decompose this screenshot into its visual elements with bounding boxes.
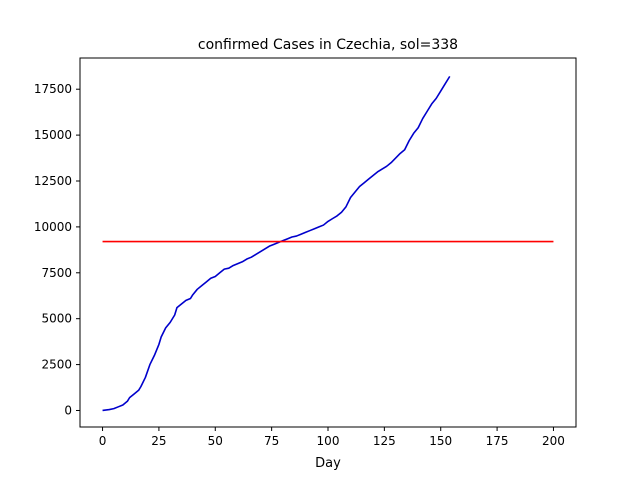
- x-tick-label: 50: [208, 434, 223, 448]
- x-tick-label: 125: [373, 434, 396, 448]
- y-tick-label: 10000: [34, 220, 72, 234]
- chart-title: confirmed Cases in Czechia, sol=338: [198, 37, 458, 53]
- x-tick-label: 100: [317, 434, 340, 448]
- y-tick-label: 17500: [34, 82, 72, 96]
- plot-area: [102, 75, 554, 412]
- x-tick-label: 25: [151, 434, 166, 448]
- y-axis: 0 2500 5000 7500 10000 12500 15000 17500: [34, 82, 80, 417]
- series-line-1: [102, 75, 451, 412]
- y-tick-label: 15000: [34, 128, 72, 142]
- x-tick-label: 175: [486, 434, 509, 448]
- x-axis: 0 25 50 75 100 125 150 175 200: [99, 427, 565, 448]
- y-tick-label: 2500: [41, 358, 72, 372]
- x-tick-label: 0: [99, 434, 107, 448]
- x-tick-label: 150: [429, 434, 452, 448]
- y-tick-label: 12500: [34, 174, 72, 188]
- x-tick-label: 75: [264, 434, 279, 448]
- y-tick-label: 0: [64, 403, 72, 417]
- y-tick-label: 5000: [41, 312, 72, 326]
- x-tick-label: 200: [542, 434, 565, 448]
- y-tick-label: 7500: [41, 266, 72, 280]
- x-axis-label: Day: [315, 456, 341, 471]
